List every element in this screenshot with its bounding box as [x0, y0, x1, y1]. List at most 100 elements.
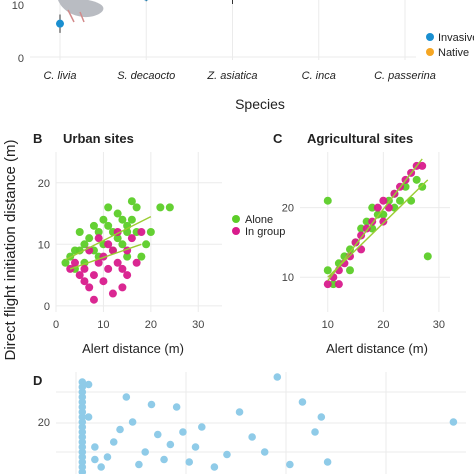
panel-c-point-0-0 [323, 196, 332, 205]
panel-a-category-label-3: C. inca [302, 70, 336, 82]
panel-c-point-1-11 [384, 203, 393, 212]
panel-c-point-1-5 [351, 238, 360, 247]
panel-b-point-0-30 [165, 203, 174, 212]
panel-b-point-1-8 [94, 234, 103, 243]
panel-d-point-50 [323, 458, 332, 466]
panel-c-point-1-18 [334, 280, 343, 289]
panel-b-point-0-19 [118, 240, 127, 249]
panel-b-point-0-7 [89, 221, 98, 230]
panel-d-point-48 [311, 428, 319, 436]
panel-b-point-1-21 [132, 258, 141, 267]
panel-b-point-1-1 [70, 258, 79, 267]
panel-d-point-45 [273, 373, 282, 381]
panel-c-point-1-20 [379, 217, 388, 226]
panel-b-x-tick-1: 10 [97, 319, 109, 331]
panel-d-point-34 [166, 440, 175, 449]
panel-c-point-0-7 [357, 224, 366, 233]
panel-d-point-38 [191, 443, 200, 451]
panel-c-x-tick-2: 30 [433, 319, 445, 331]
panel-b: B Urban sites 0 10 20 0 10 20 30 Alert distanc… [33, 131, 285, 356]
panel-d-y-tick-0: 20 [38, 417, 50, 429]
panel-d-point-29 [135, 460, 143, 469]
panel-c-y-tick-1: 20 [282, 203, 294, 215]
panel-d-point-25 [109, 438, 118, 446]
panel-c-point-0-17 [412, 175, 421, 184]
panel-c-point-0-15 [401, 182, 410, 191]
panel-c-point-1-7 [362, 224, 371, 233]
panel-d-point-23 [97, 463, 105, 471]
panel-b-point-1-11 [104, 264, 113, 273]
panel-c-point-0-20 [346, 266, 354, 275]
panel-a-category-label-2: Z. asiatica [206, 70, 257, 82]
panel-b-point-0-32 [80, 240, 89, 249]
panel-b-plot: 0 10 20 0 10 20 30 [38, 152, 222, 331]
panel-b-point-0-26 [137, 252, 146, 261]
panel-d-point-35 [172, 403, 181, 411]
panel-d-point-47 [298, 398, 307, 406]
panel-d-point-42 [235, 408, 244, 416]
panel-b-letter: B [33, 131, 42, 146]
panel-b-point-1-6 [89, 271, 98, 280]
panel-c-point-1-10 [379, 196, 388, 205]
panel-d-point-21 [91, 455, 99, 464]
panel-b-point-1-5 [89, 295, 98, 304]
panel-d-point-46 [286, 460, 294, 469]
panel-d-point-37 [185, 458, 194, 466]
panel-c-point-1-0 [323, 280, 332, 289]
panel-d-point-19 [84, 380, 93, 389]
panel-c-x-axis-label: Alert distance (m) [326, 341, 428, 356]
panel-b-point-1-9 [99, 277, 108, 286]
panel-c-point-0-5 [346, 245, 354, 254]
panel-d-letter: D [33, 373, 42, 388]
panel-b-point-1-3 [80, 264, 89, 273]
panel-b-point-1-19 [123, 271, 132, 280]
panel-c-y-tick-0: 10 [282, 272, 294, 284]
panel-b-y-tick-2: 20 [38, 178, 50, 190]
panel-d-point-43 [248, 433, 256, 441]
panel-d-point-32 [153, 430, 162, 439]
panel-b-point-0-28 [146, 228, 155, 236]
panel-d-point-40 [210, 463, 219, 471]
panel-c-x-tick-0: 10 [322, 319, 334, 331]
panel-b-point-0-34 [123, 252, 132, 261]
panel-a-category-label-4: C. passerina [374, 70, 436, 82]
panel-b-point-1-17 [118, 264, 127, 273]
panel-d-point-39 [198, 423, 206, 431]
panel-b-point-0-31 [75, 228, 84, 236]
panel-d-point-22 [91, 443, 99, 451]
panel-d-point-51 [449, 418, 458, 426]
panel-b-point-0-29 [156, 203, 165, 212]
panel-b-x-tick-3: 30 [192, 319, 204, 331]
panel-b-point-0-13 [104, 203, 113, 212]
panel-b-point-1-14 [108, 289, 117, 298]
panel-c-letter: C [273, 131, 283, 146]
panel-c-plot: 10 20 10 20 30 [282, 152, 450, 331]
panel-b-point-0-33 [70, 246, 79, 255]
panel-d-point-18 [78, 378, 87, 386]
panel-b-point-0-23 [127, 215, 136, 224]
panel-b-point-0-5 [85, 234, 94, 243]
panel-b-point-0-12 [104, 221, 113, 230]
panel-b-point-1-15 [113, 258, 122, 267]
panel-d-point-33 [160, 455, 168, 464]
panel-c-fit-line-1 [327, 158, 423, 282]
panel-d-point-24 [103, 453, 112, 461]
panel-b-fit-line-0 [65, 215, 152, 261]
panel-d: D 20 [33, 372, 466, 474]
panel-d-plot: 20 [38, 372, 466, 474]
legend-in-group-label: In group [245, 226, 285, 238]
panel-c-point-0-19 [423, 252, 432, 261]
panel-b-point-1-20 [127, 234, 136, 243]
panel-a-x-axis-label: Species [235, 96, 285, 112]
panel-b-point-1-13 [108, 246, 117, 255]
panel-b-point-1-2 [75, 271, 84, 280]
panel-a-point-0-0 [56, 19, 64, 28]
panel-a-category-label-1: S. decaocto [117, 70, 175, 82]
panel-c-point-0-18 [418, 182, 427, 191]
panel-b-x-axis-label: Alert distance (m) [82, 341, 184, 356]
panel-b-point-0-0 [61, 258, 70, 267]
panel-a-point-0-1 [144, 0, 149, 1]
panel-d-point-27 [122, 393, 131, 401]
panel-b-point-1-25 [118, 283, 127, 292]
panel-d-point-20 [84, 413, 93, 421]
